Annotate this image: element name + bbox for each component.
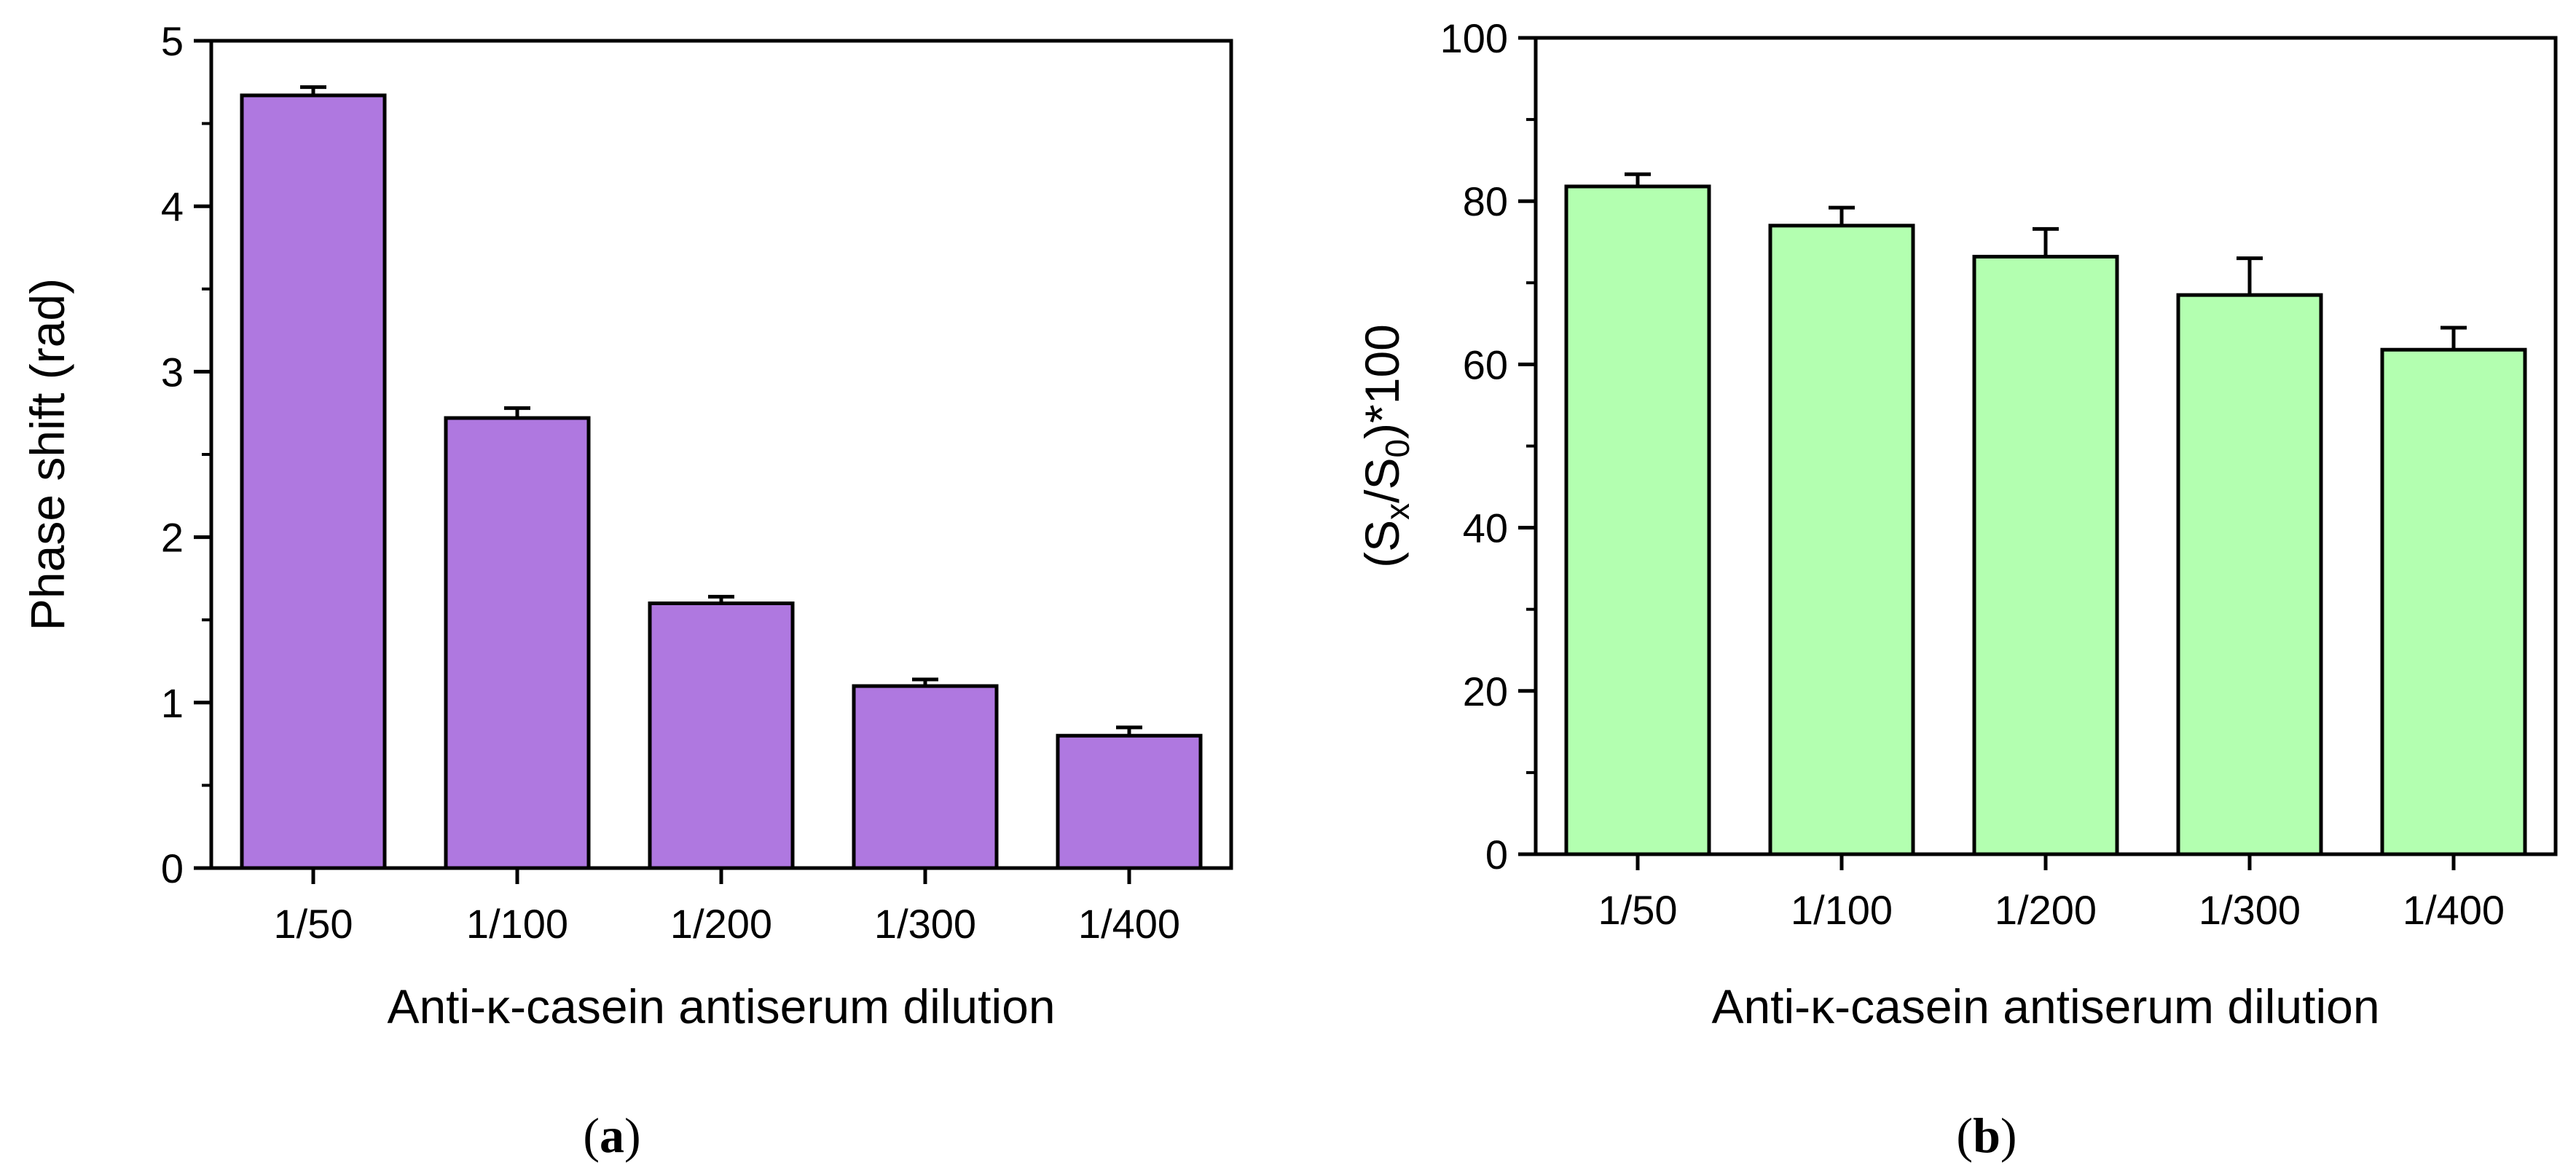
bars-b xyxy=(1564,184,2527,856)
bars-a xyxy=(240,93,1203,870)
y-tick-label-a-0: 0 xyxy=(161,845,184,891)
y-tick-label-a-5: 5 xyxy=(161,18,184,64)
bar-b-4 xyxy=(2176,293,2323,856)
x-axis-b: 1/50 1/100 1/200 1/300 1/400 xyxy=(1598,854,2505,933)
x-tick-label-a-5: 1/400 xyxy=(1078,901,1180,947)
panel-label-a: (a) xyxy=(583,1108,640,1163)
y-title-b-sub-x: x xyxy=(1378,503,1416,520)
y-axis-title-b: (Sx/S0)*100 xyxy=(1355,324,1416,568)
bar-b-3 xyxy=(1972,254,2119,856)
y-tick-label-b-0: 0 xyxy=(1485,832,1508,878)
x-tick-label-a-4: 1/300 xyxy=(874,901,976,947)
y-tick-label-a-3: 3 xyxy=(161,349,184,395)
y-title-b-open: (S xyxy=(1355,520,1409,568)
y-tick-label-a-4: 4 xyxy=(161,184,184,229)
y-tick-label-a-2: 2 xyxy=(161,515,184,561)
x-tick-label-a-1: 1/50 xyxy=(274,901,353,947)
y-tick-label-b-40: 40 xyxy=(1463,505,1508,551)
x-axis-title-a: Anti-κ-casein antiserum dilution xyxy=(387,979,1055,1033)
bar-a-3 xyxy=(648,601,795,870)
panel-a: 0 1 2 3 4 5 1/50 1/100 1/200 1/300 1/400 Anti-κ-c… xyxy=(20,18,1233,1163)
y-tick-label-b-20: 20 xyxy=(1463,669,1508,714)
bar-b-2 xyxy=(1768,224,1915,856)
panel-letter-a: a xyxy=(600,1108,624,1163)
y-tick-label-b-100: 100 xyxy=(1440,15,1508,61)
bar-a-5 xyxy=(1056,733,1203,870)
y-axis-a: 0 1 2 3 4 5 xyxy=(161,18,211,891)
y-axis-title-a: Phase shift (rad) xyxy=(20,278,74,631)
error-bars-a xyxy=(300,85,1142,736)
x-tick-label-b-2: 1/100 xyxy=(1791,887,1893,933)
error-bars-b xyxy=(1625,172,2467,350)
x-tick-label-b-1: 1/50 xyxy=(1598,887,1678,933)
panel-label-b: (b) xyxy=(1956,1108,2017,1163)
x-tick-label-b-5: 1/400 xyxy=(2403,887,2505,933)
x-axis-title-b: Anti-κ-casein antiserum dilution xyxy=(1711,979,2379,1033)
x-axis-a: 1/50 1/100 1/200 1/300 1/400 xyxy=(274,868,1180,947)
x-tick-label-a-3: 1/200 xyxy=(670,901,772,947)
y-title-b-sub-0: 0 xyxy=(1378,439,1416,458)
bar-a-2 xyxy=(444,416,591,870)
panel-b: 0 20 40 60 80 100 1/50 1/100 1/200 1/300 1/400 An… xyxy=(1355,15,2558,1163)
bar-a-4 xyxy=(852,684,999,870)
x-tick-label-b-4: 1/300 xyxy=(2199,887,2301,933)
y-title-b-close: )*100 xyxy=(1355,324,1409,439)
bar-a-1 xyxy=(240,93,387,870)
y-axis-b: 0 20 40 60 80 100 xyxy=(1440,15,1536,878)
bar-b-5 xyxy=(2380,347,2527,856)
x-tick-label-a-2: 1/100 xyxy=(466,901,568,947)
bar-b-1 xyxy=(1564,184,1711,856)
y-tick-label-b-60: 60 xyxy=(1463,342,1508,387)
panel-letter-b: b xyxy=(1973,1108,2000,1163)
y-tick-label-a-1: 1 xyxy=(161,680,184,726)
y-tick-label-b-80: 80 xyxy=(1463,178,1508,224)
x-tick-label-b-3: 1/200 xyxy=(1995,887,2097,933)
y-title-b-mid: /S xyxy=(1355,458,1409,503)
